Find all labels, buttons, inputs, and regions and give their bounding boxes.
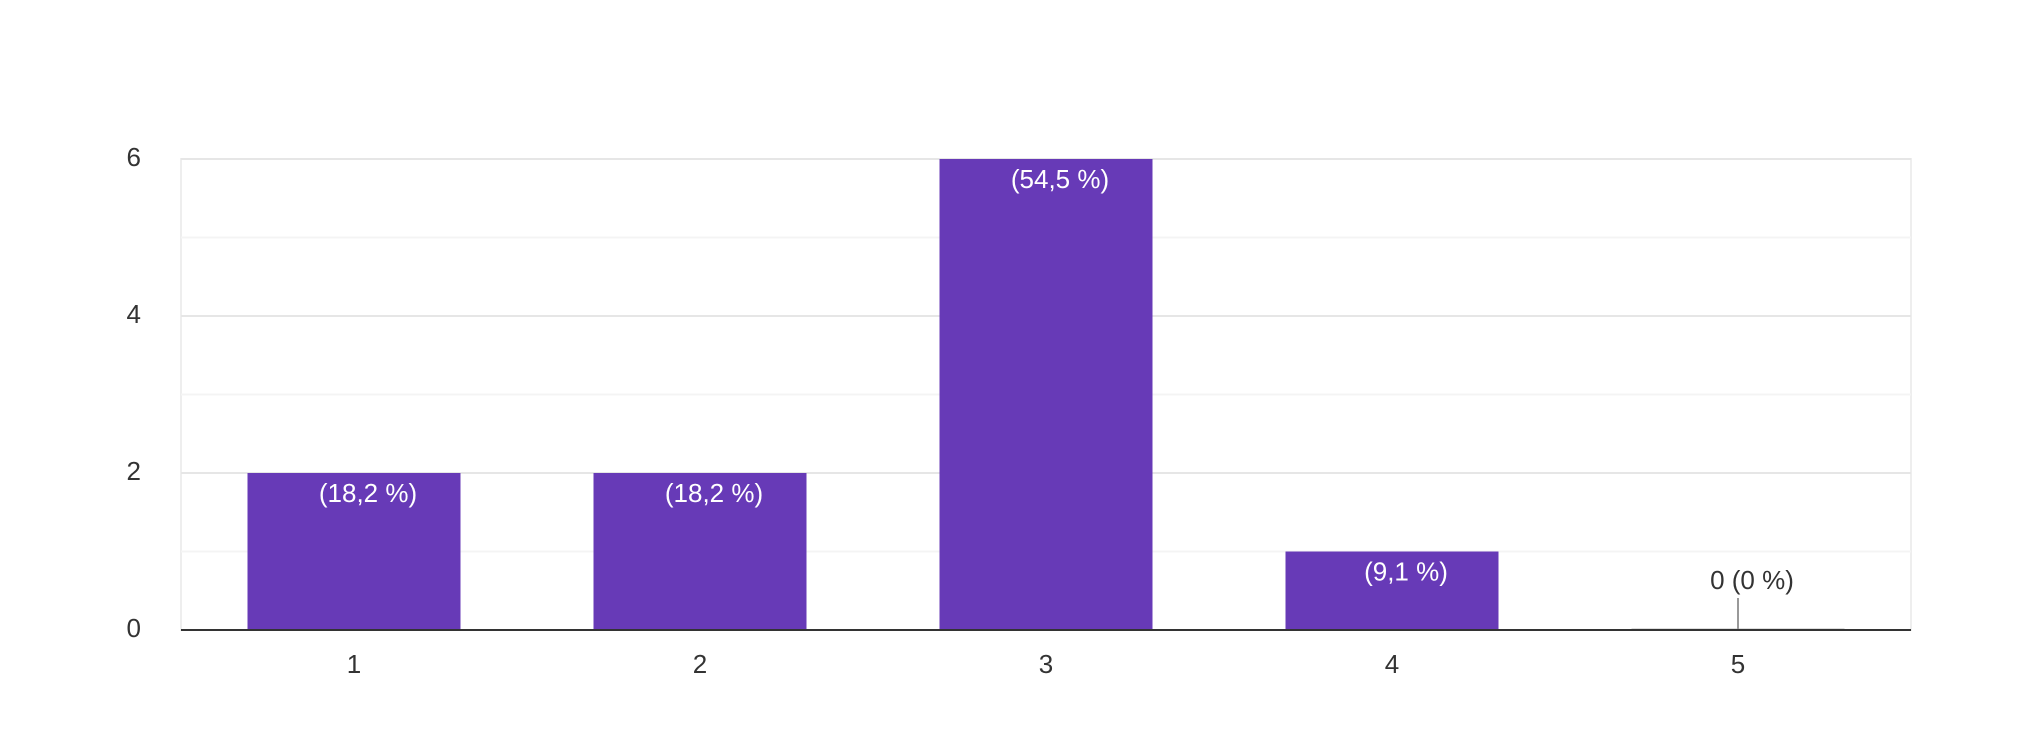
x-tick-label: 4 xyxy=(1385,649,1399,679)
bar xyxy=(1285,551,1499,630)
bar xyxy=(247,473,461,630)
data-label: (9,1 %) xyxy=(1364,556,1448,586)
data-label: 0 (0 %) xyxy=(1710,565,1794,595)
data-label: (54,5 %) xyxy=(1011,164,1109,194)
y-tick-label: 6 xyxy=(127,142,141,172)
bar xyxy=(593,473,807,630)
y-tick-label: 0 xyxy=(127,613,141,643)
x-tick-label: 2 xyxy=(693,649,707,679)
data-label: (18,2 %) xyxy=(665,478,763,508)
x-tick-label: 3 xyxy=(1039,649,1053,679)
x-tick-label: 1 xyxy=(347,649,361,679)
x-tick-label: 5 xyxy=(1731,649,1745,679)
data-label: (18,2 %) xyxy=(319,478,417,508)
bar xyxy=(939,159,1153,630)
y-tick-label: 4 xyxy=(127,299,141,329)
y-tick-label: 2 xyxy=(127,456,141,486)
